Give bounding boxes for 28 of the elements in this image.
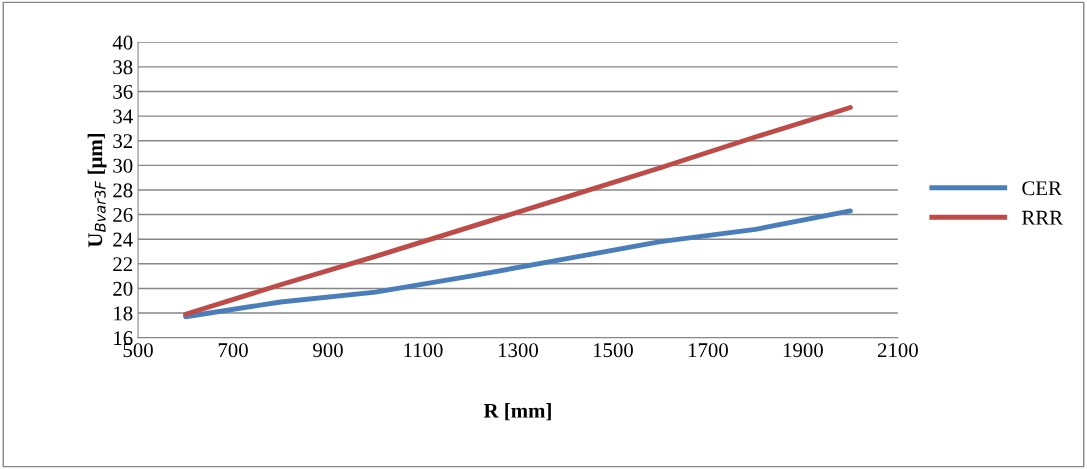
y-axis-title: U$_{Bvar3F}$ [μm] [87,133,107,248]
y-tick-label: 26 [113,208,133,222]
x-tick-label: 1700 [688,343,728,358]
x-tick-label: 2100 [877,343,918,358]
y-tick-label: 16 [114,331,133,346]
y-tick-label: 34 [113,109,133,124]
line-series [183,105,853,317]
line-series [183,208,853,320]
y-tick-label: 40 [112,35,133,50]
x-tick-label: 1100 [404,343,443,358]
x-tick-label: 900 [313,343,343,358]
x-tick-label: 1500 [593,343,633,358]
y-tick-label: 36 [113,84,133,99]
y-tick-label: 24 [113,232,133,247]
x-axis-title: R [mm] [483,403,551,421]
y-tick-label: 32 [113,134,133,149]
y-tick-label: 38 [113,60,133,75]
y-tick-label: 22 [113,257,133,272]
y-tick-label: 20 [113,281,133,296]
x-tick-label: 500 [123,343,153,358]
x-tick-label: 1300 [498,343,538,358]
y-tick-label: 28 [113,183,133,198]
y-tick-label: 18 [114,306,133,321]
x-tick-label: 1900 [783,343,823,358]
legend-label: CER [1022,181,1062,196]
x-tick-label: 700 [218,343,248,358]
legend-label: RRR [1021,210,1064,225]
y-tick-label: 30 [113,158,133,173]
